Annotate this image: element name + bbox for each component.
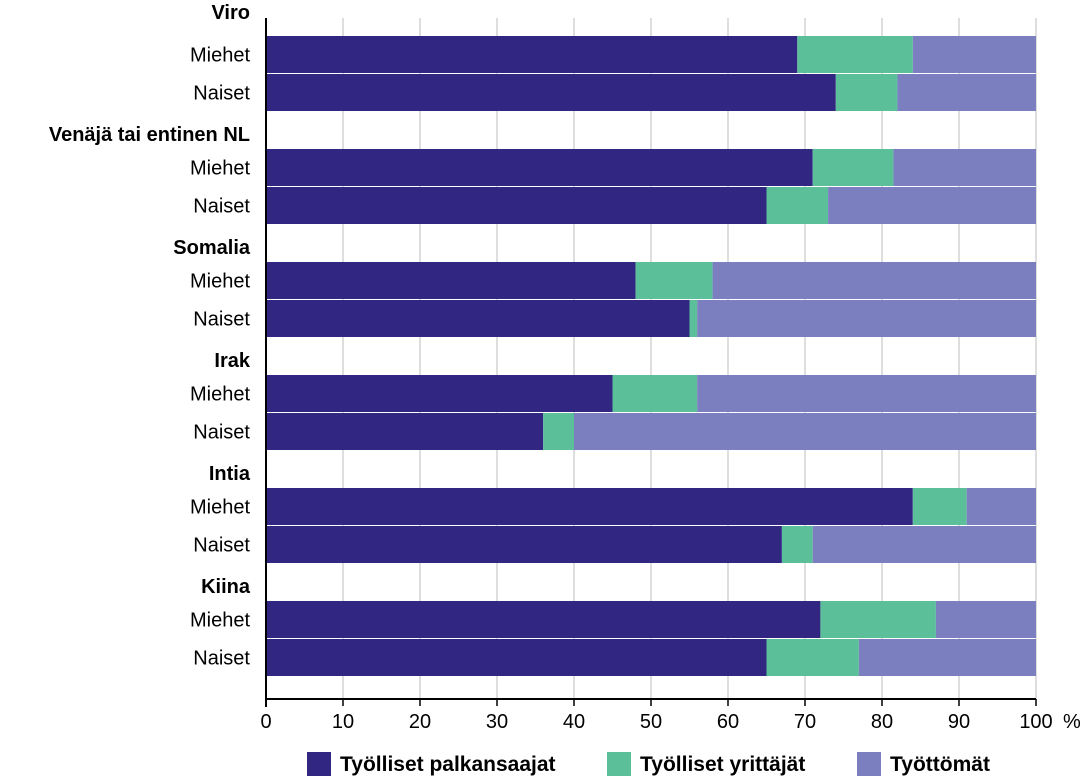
bar-segment (797, 36, 913, 73)
bar-segment (766, 187, 829, 224)
x-axis: % 0 10 20 30 40 50 60 70 80 90 100 (260, 18, 1081, 733)
legend-label: Työttömät (890, 753, 990, 776)
bar-segment (266, 187, 767, 224)
bar-segment (935, 601, 1036, 638)
bar-segment (766, 639, 859, 676)
bar-segment (697, 375, 1036, 412)
x-tick-label: 60 (717, 711, 739, 733)
bar-segment (266, 601, 821, 638)
category-label: Intia (209, 463, 251, 485)
row-label: Miehet (190, 384, 250, 406)
legend: Työlliset palkansaajat Työlliset yrittäjä… (307, 752, 990, 776)
category-label: Viro (211, 2, 250, 24)
legend-swatch (307, 752, 331, 776)
bar-segment (893, 149, 1036, 186)
bar-segment (697, 300, 1036, 337)
bar-segment (266, 74, 836, 111)
bar-segment (820, 601, 936, 638)
row-label: Naiset (193, 648, 250, 670)
bar-segment (635, 262, 713, 299)
bar-segment (858, 639, 1036, 676)
x-tick-label: 10 (332, 711, 354, 733)
bar-segment (612, 375, 698, 412)
bar-segment (574, 413, 1036, 450)
bar-segment (689, 300, 698, 337)
bar-segment (266, 149, 813, 186)
category-label: Somalia (173, 237, 251, 259)
bar-segment (781, 526, 813, 563)
x-tick-label: 100 (1019, 711, 1052, 733)
row-label: Miehet (190, 497, 250, 519)
bar-segment (266, 639, 767, 676)
row-label: Miehet (190, 271, 250, 293)
row-label: Miehet (190, 45, 250, 67)
x-tick-label: 90 (948, 711, 970, 733)
bar-segment (812, 149, 894, 186)
x-tick-label: 30 (486, 711, 508, 733)
x-tick-label: 70 (794, 711, 816, 733)
bar-segment (828, 187, 1036, 224)
category-label: Venäjä tai entinen NL (49, 124, 250, 146)
x-tick-label: 40 (563, 711, 585, 733)
bar-segment (543, 413, 574, 450)
bar-segment (912, 36, 1036, 73)
legend-label: Työlliset yrittäjät (640, 753, 805, 776)
bar-segment (266, 413, 544, 450)
bar-segment (835, 74, 898, 111)
legend-label: Työlliset palkansaajat (340, 753, 556, 776)
legend-swatch (857, 752, 881, 776)
x-tick-label: 0 (260, 711, 271, 733)
bar-segment (966, 488, 1036, 525)
bar-segment (266, 300, 690, 337)
category-label: Kiina (201, 576, 251, 598)
bar-segment (266, 375, 613, 412)
x-unit-label: % (1063, 711, 1081, 733)
bar-segment (266, 488, 913, 525)
gridlines (342, 18, 1037, 699)
row-label: Naiset (193, 422, 250, 444)
bar-segment (912, 488, 967, 525)
bar-segment (712, 262, 1036, 299)
bars (266, 36, 1036, 676)
row-label: Naiset (193, 196, 250, 218)
row-labels: Viro Miehet Naiset Venäjä tai entinen NL Mie… (49, 2, 251, 670)
x-tick-label: 20 (409, 711, 431, 733)
row-label: Naiset (193, 309, 250, 331)
row-label: Miehet (190, 158, 250, 180)
x-tick-label: 50 (640, 711, 662, 733)
row-label: Naiset (193, 535, 250, 557)
bar-segment (266, 36, 798, 73)
bar-segment (266, 262, 636, 299)
x-tick-label: 80 (871, 711, 893, 733)
bar-segment (266, 526, 782, 563)
row-label: Naiset (193, 83, 250, 105)
row-label: Miehet (190, 610, 250, 632)
legend-swatch (607, 752, 631, 776)
category-label: Irak (214, 350, 250, 372)
bar-segment (897, 74, 1036, 111)
bar-segment (812, 526, 1036, 563)
